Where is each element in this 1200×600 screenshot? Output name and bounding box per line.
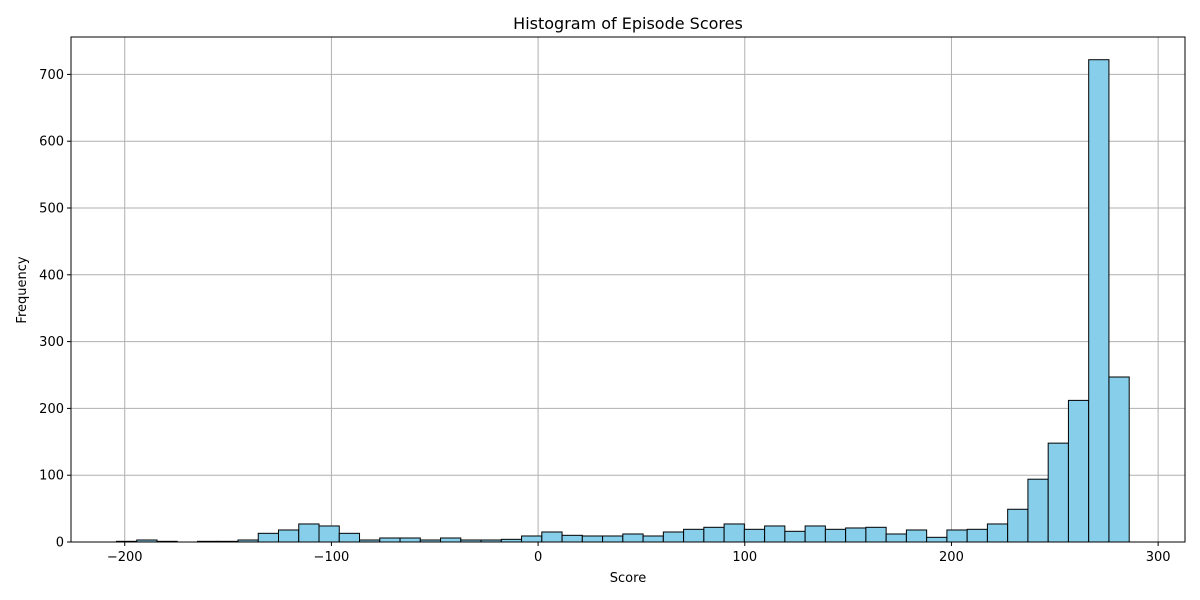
histogram-bar: [764, 525, 786, 543]
histogram-bar: [723, 523, 745, 543]
histogram-bar: [845, 527, 867, 543]
histogram-bar: [824, 528, 847, 543]
histogram-bar: [986, 523, 1009, 543]
histogram-bars: [115, 59, 1130, 543]
y-tick-label: 700: [39, 68, 64, 83]
histogram-bar: [885, 533, 907, 543]
histogram-bar: [338, 532, 361, 543]
y-axis-ticks: 0 100 200 300 400 500 600 700: [39, 68, 71, 551]
y-tick-label: 100: [39, 469, 64, 484]
histogram-bar: [905, 529, 928, 543]
histogram-bar: [440, 537, 462, 543]
histogram-bar: [278, 529, 300, 543]
y-tick-label: 500: [39, 202, 64, 217]
gridlines: [71, 37, 1185, 543]
x-tick-label: 100: [732, 550, 757, 565]
histogram-bar: [683, 528, 705, 543]
histogram-bar: [602, 535, 624, 543]
y-tick-label: 200: [39, 402, 64, 417]
histogram-bar: [642, 535, 664, 543]
histogram-bar: [399, 537, 421, 543]
histogram-bar: [662, 531, 685, 543]
x-axis-ticks: −200 −100 0 100 200 300: [107, 542, 1171, 565]
histogram-bar: [1047, 442, 1069, 543]
x-axis-label: Score: [610, 571, 646, 586]
x-tick-label: −200: [107, 550, 143, 565]
x-tick-label: −100: [314, 550, 350, 565]
histogram-bar: [622, 533, 644, 543]
histogram-bar: [561, 534, 583, 543]
y-tick-label: 400: [39, 268, 64, 283]
y-axis-label: Frequency: [15, 256, 30, 323]
plot-frame: [70, 36, 1186, 543]
histogram-bar: [804, 525, 826, 543]
x-tick-label: 0: [534, 550, 542, 565]
histogram-bar: [379, 537, 401, 543]
y-tick-label: 300: [39, 335, 64, 350]
histogram-bar: [1027, 478, 1049, 543]
histogram-bar: [541, 531, 563, 543]
histogram-bar: [784, 530, 806, 543]
chart-title: Histogram of Episode Scores: [513, 14, 743, 33]
histogram-bar: [865, 526, 887, 543]
x-tick-label: 200: [939, 550, 964, 565]
histogram-bar: [257, 532, 280, 543]
histogram-bar: [703, 526, 725, 543]
histogram-bar: [966, 528, 988, 543]
x-tick-label: 300: [1146, 550, 1171, 565]
histogram-bar: [298, 523, 320, 543]
histogram-bar: [1108, 376, 1130, 543]
histogram-bar: [1067, 399, 1090, 543]
y-tick-label: 600: [39, 135, 64, 150]
histogram-bar: [1007, 508, 1029, 543]
histogram-bar: [1088, 59, 1110, 543]
histogram-bar: [521, 535, 543, 543]
y-tick-label: 0: [56, 536, 64, 551]
histogram-bar: [318, 525, 340, 543]
histogram-bar: [581, 535, 604, 543]
histogram-bar: [743, 528, 766, 543]
histogram-bar: [946, 529, 968, 543]
histogram-bar: [926, 536, 948, 543]
